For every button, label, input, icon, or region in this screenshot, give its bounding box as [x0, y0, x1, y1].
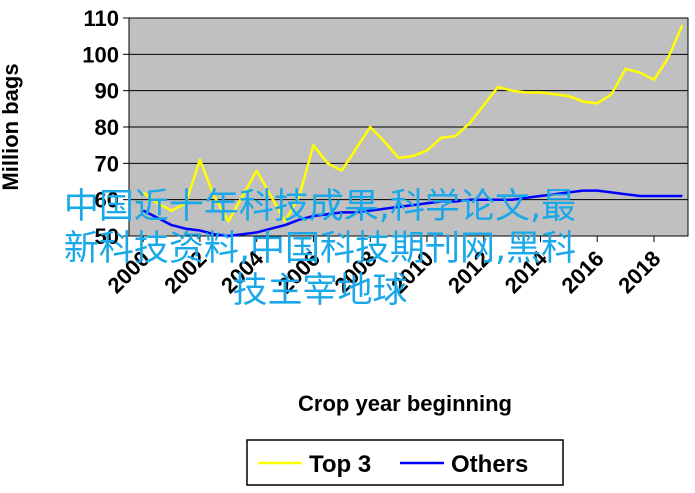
legend: Top 3 Others [246, 439, 564, 486]
y-tick-label: 70 [95, 151, 119, 176]
overlay-line-3: 技主宰地球 [232, 271, 408, 311]
y-axis-title: Million bags [0, 63, 23, 190]
y-tick-label: 90 [95, 79, 119, 104]
overlay-line-2: 新科技资料,中国科技期刊网,黑科 [63, 229, 577, 269]
x-axis-title: Crop year beginning [298, 391, 512, 416]
y-tick-label: 50 [95, 224, 119, 249]
series-line-others [142, 189, 683, 238]
y-tick-label: 110 [84, 6, 120, 31]
y-tick-label: 80 [95, 115, 119, 140]
watermark-overlay-text: 中国近十年科技成果,科学论文,最 新科技资料,中国科技期刊网,黑科 技主宰地球 [0, 186, 640, 312]
gridlines [129, 53, 688, 201]
y-tick-label: 60 [95, 188, 119, 213]
y-tick-labels: 50 60 70 80 90 100 110 [82, 6, 129, 249]
legend-label-top-3: Top 3 [309, 451, 371, 478]
series-lines [142, 24, 684, 238]
series-line-top-3 [142, 24, 684, 223]
legend-label-others: Others [451, 451, 528, 478]
overlay-line-1: 中国近十年科技成果,科学论文,最 [63, 187, 577, 227]
y-tick-label: 100 [82, 42, 119, 67]
